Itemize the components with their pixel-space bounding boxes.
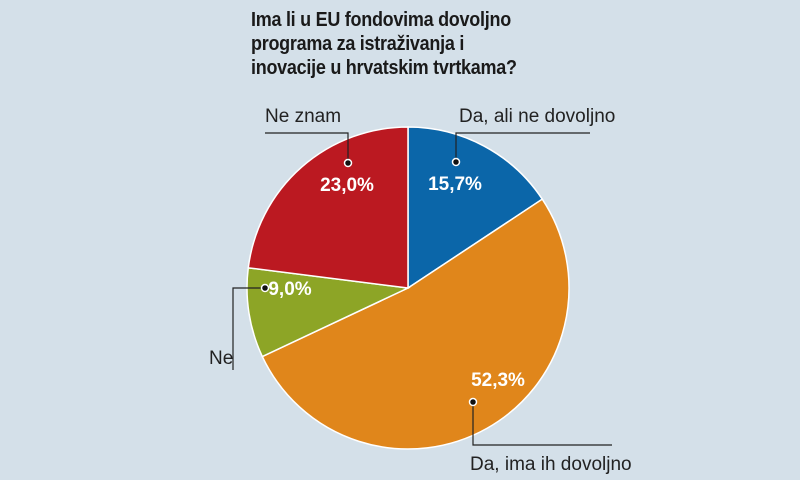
leader-dot-2 — [260, 283, 270, 293]
pie-slice-1 — [261, 198, 570, 450]
slice-label-3: Ne znam — [265, 106, 341, 127]
pie-slice-2 — [246, 266, 411, 358]
leader-dot-3 — [343, 158, 353, 168]
chart-title: Ima li u EU fondovima dovoljno programa … — [251, 9, 517, 79]
pie-slice-3 — [247, 126, 409, 289]
leader-line-1 — [472, 402, 612, 446]
leader-line-0 — [455, 132, 590, 162]
leader-dot-0 — [451, 157, 461, 167]
leader-dot-1 — [468, 397, 478, 407]
slice-value-1: 52,3% — [471, 370, 525, 391]
slice-value-3: 23,0% — [320, 175, 374, 196]
slice-label-1: Da, ima ih dovoljno — [470, 454, 632, 475]
slice-label-2: Ne — [209, 348, 233, 369]
slice-value-2: 9,0% — [268, 279, 311, 300]
slice-label-0: Da, ali ne dovoljno — [459, 106, 615, 127]
pie-slice-0 — [407, 126, 544, 290]
leader-line-3 — [265, 132, 349, 163]
leader-line-2 — [232, 287, 265, 370]
slice-value-0: 15,7% — [428, 174, 482, 195]
